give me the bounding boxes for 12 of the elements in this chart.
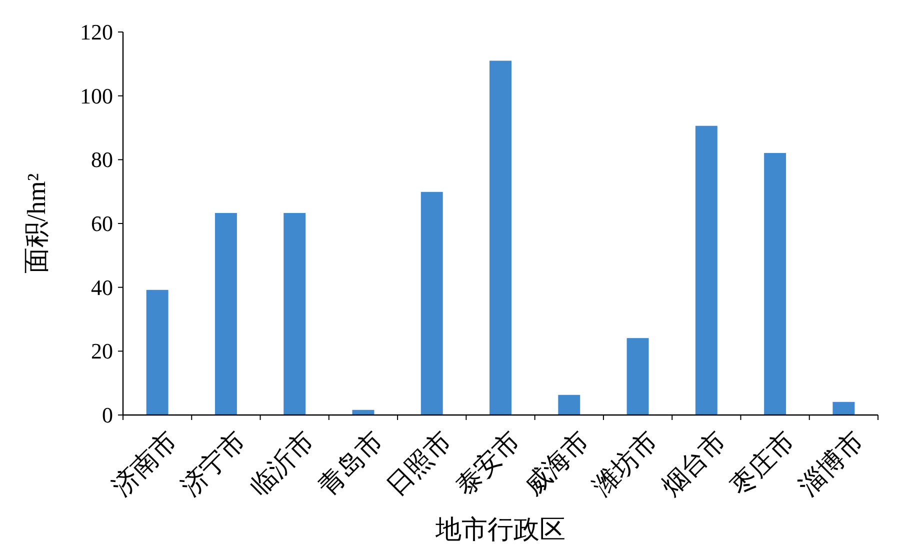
y-axis-title: 面积/hm² [22,173,51,274]
y-tick-label: 80 [91,147,113,172]
y-tick-label: 40 [91,274,113,300]
x-tick-label: 泰安市 [450,426,526,502]
y-tick-label: 100 [80,83,113,108]
y-tick-label: 60 [91,211,113,236]
y-tick-label: 120 [80,20,113,44]
y-tick-label: 20 [91,338,113,364]
x-tick-label: 淄博市 [793,426,869,502]
y-tick-label: 0 [102,402,113,428]
x-tick-label: 济宁市 [176,426,252,502]
x-axis-title: 地市行政区 [434,515,566,544]
